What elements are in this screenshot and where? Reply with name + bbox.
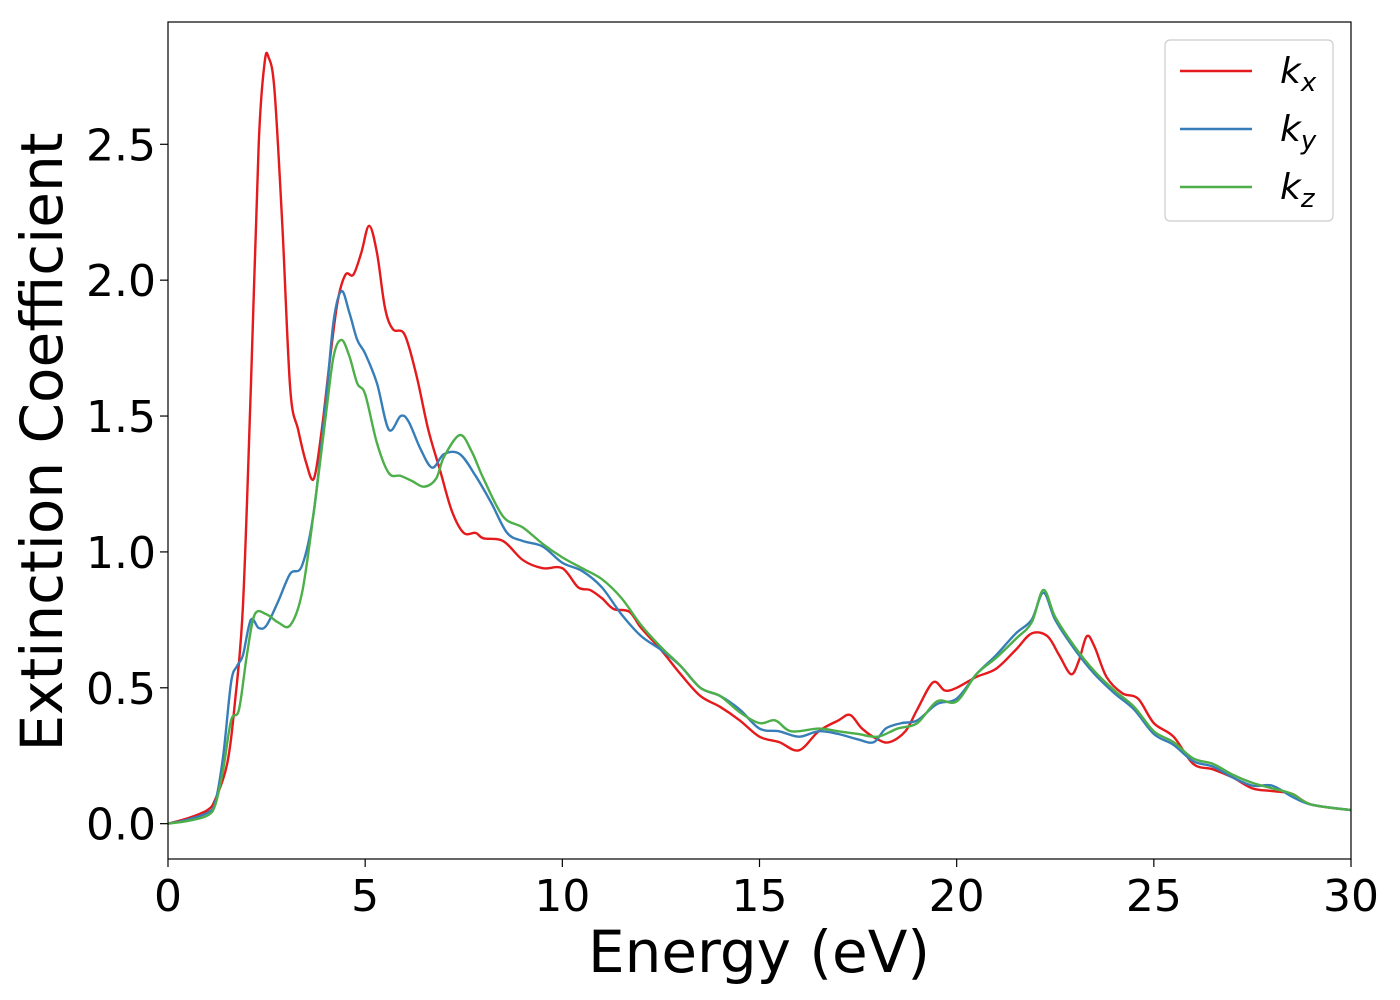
y-tick-label: 0.0 [86,800,156,851]
y-tick-label: 1.5 [86,392,156,443]
x-tick-label: 25 [1126,871,1182,922]
x-tick-label: 10 [534,871,590,922]
x-axis: 0 5 10 15 20 25 30 [154,859,1379,922]
x-tick-label: 20 [929,871,985,922]
series-layer [168,51,1351,825]
legend-label-kx: kx [1280,51,1317,98]
legend-label-ky: ky [1280,109,1317,156]
series-line-ky [168,289,1351,825]
series-line-kx [168,51,1351,825]
x-tick-label: 0 [154,871,182,922]
series-line-kz [168,338,1351,825]
y-tick-label: 1.0 [86,528,156,579]
legend: kx ky kz [1164,39,1334,222]
legend-label-kz: kz [1280,167,1316,214]
y-tick-label: 2.5 [86,120,156,171]
legend-frame [1164,39,1334,222]
y-axis: 0.0 0.5 1.0 1.5 2.0 2.5 [86,120,168,851]
x-axis-title: Energy (eV) [588,918,930,986]
y-tick-label: 2.0 [86,256,156,307]
x-tick-label: 30 [1323,871,1379,922]
x-tick-label: 5 [351,871,379,922]
y-tick-label: 0.5 [86,664,156,715]
x-tick-label: 15 [732,871,788,922]
y-axis-title: Extinction Coefficient [8,133,76,752]
